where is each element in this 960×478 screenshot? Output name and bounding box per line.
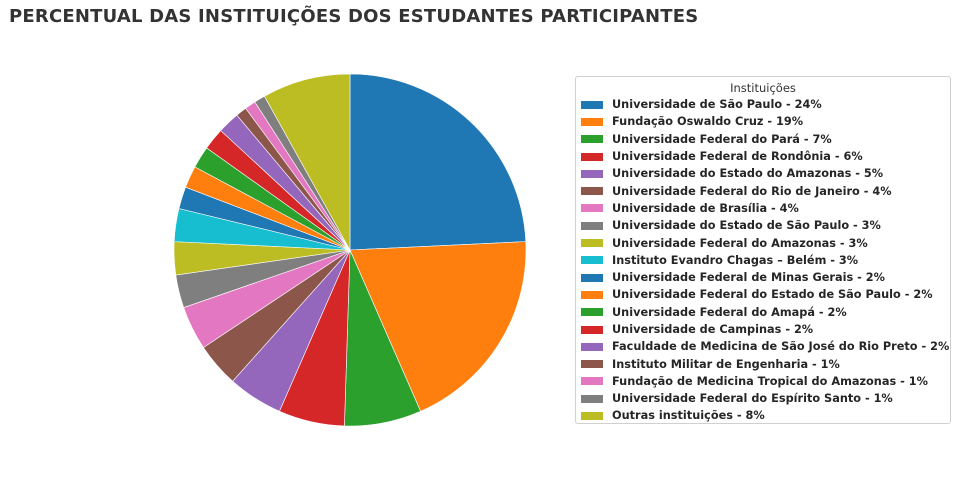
- legend-swatch: [581, 411, 603, 420]
- legend-item: Universidade Federal do Amapá - 2%: [576, 304, 950, 321]
- legend-swatch: [581, 169, 603, 178]
- legend-item: Universidade de São Paulo - 24%: [576, 96, 950, 113]
- legend-swatch: [581, 394, 603, 403]
- legend-item: Instituto Militar de Engenharia - 1%: [576, 355, 950, 372]
- legend-label: Outras instituições - 8%: [612, 409, 765, 423]
- legend-item: Universidade Federal do Pará - 7%: [576, 131, 950, 148]
- legend-swatch: [581, 152, 603, 161]
- legend-item: Universidade de Brasília - 4%: [576, 200, 950, 217]
- legend-swatch: [581, 273, 603, 282]
- legend-label: Universidade Federal do Rio de Janeiro -…: [612, 184, 892, 198]
- legend-items: Universidade de São Paulo - 24% Fundação …: [576, 96, 950, 425]
- legend-item: Outras instituições - 8%: [576, 407, 950, 424]
- legend-swatch: [581, 342, 603, 351]
- legend-item: Universidade Federal do Amazonas - 3%: [576, 234, 950, 251]
- legend-label: Fundação de Medicina Tropical do Amazona…: [612, 374, 928, 388]
- legend-swatch: [581, 377, 603, 386]
- legend-swatch: [581, 100, 603, 109]
- pie-slice: [264, 73, 351, 252]
- legend-swatch: [581, 117, 603, 126]
- legend-label: Universidade Federal do Amapá - 2%: [612, 305, 847, 319]
- legend-item: Universidade do Estado de São Paulo - 3%: [576, 217, 950, 234]
- chart-title: PERCENTUAL DAS INSTITUIÇÕES DOS ESTUDANT…: [9, 6, 699, 27]
- legend-item: Universidade Federal do Rio de Janeiro -…: [576, 182, 950, 199]
- legend-label: Instituto Evandro Chagas – Belém - 3%: [612, 253, 859, 267]
- legend-swatch: [581, 135, 603, 144]
- legend-label: Universidade Federal do Amazonas - 3%: [612, 236, 868, 250]
- legend-swatch: [581, 204, 603, 213]
- legend-swatch: [581, 290, 603, 299]
- legend-label: Universidade de Campinas - 2%: [612, 323, 814, 336]
- legend-item: Fundação de Medicina Tropical do Amazona…: [576, 373, 950, 390]
- legend-item: Fundação Oswaldo Cruz - 19%: [576, 113, 950, 130]
- legend-label: Universidade do Estado do Amazonas - 5%: [612, 167, 884, 181]
- legend-swatch: [581, 256, 603, 265]
- legend-swatch: [581, 221, 603, 230]
- legend-title: Instituições: [730, 81, 796, 95]
- legend-item: Universidade Federal de Rondônia - 6%: [576, 148, 950, 165]
- legend-item: Universidade Federal do Estado de São Pa…: [576, 286, 950, 303]
- legend-label: Faculdade de Medicina de São José do Rio…: [612, 340, 950, 354]
- legend-item: Universidade do Estado do Amazonas - 5%: [576, 165, 950, 182]
- legend-label: Universidade de São Paulo - 24%: [612, 98, 822, 112]
- legend: Instituições Universidade de São Paulo -…: [575, 76, 951, 424]
- legend-swatch: [581, 325, 603, 334]
- legend-swatch: [581, 360, 603, 369]
- legend-item: Instituto Evandro Chagas – Belém - 3%: [576, 252, 950, 269]
- legend-label: Instituto Militar de Engenharia - 1%: [612, 357, 840, 371]
- pie-slice: [349, 73, 527, 251]
- legend-item: Universidade Federal do Espírito Santo -…: [576, 390, 950, 407]
- legend-label: Universidade de Brasília - 4%: [612, 201, 799, 215]
- legend-label: Universidade Federal de Rondônia - 6%: [612, 150, 863, 164]
- legend-label: Universidade Federal do Espírito Santo -…: [612, 392, 893, 406]
- pie-slice: [349, 241, 527, 412]
- legend-label: Universidade Federal de Minas Gerais - 2…: [612, 271, 885, 285]
- legend-item: Universidade Federal de Minas Gerais - 2…: [576, 269, 950, 286]
- legend-label: Universidade Federal do Estado de São Pa…: [612, 288, 933, 302]
- legend-label: Fundação Oswaldo Cruz - 19%: [612, 115, 804, 129]
- legend-item: Faculdade de Medicina de São José do Rio…: [576, 338, 950, 355]
- legend-swatch: [581, 187, 603, 196]
- legend-label: Universidade do Estado de São Paulo - 3%: [612, 219, 881, 233]
- legend-item: Universidade de Campinas - 2%: [576, 321, 950, 338]
- legend-swatch: [581, 239, 603, 248]
- legend-label: Universidade Federal do Pará - 7%: [612, 132, 832, 146]
- legend-swatch: [581, 308, 603, 317]
